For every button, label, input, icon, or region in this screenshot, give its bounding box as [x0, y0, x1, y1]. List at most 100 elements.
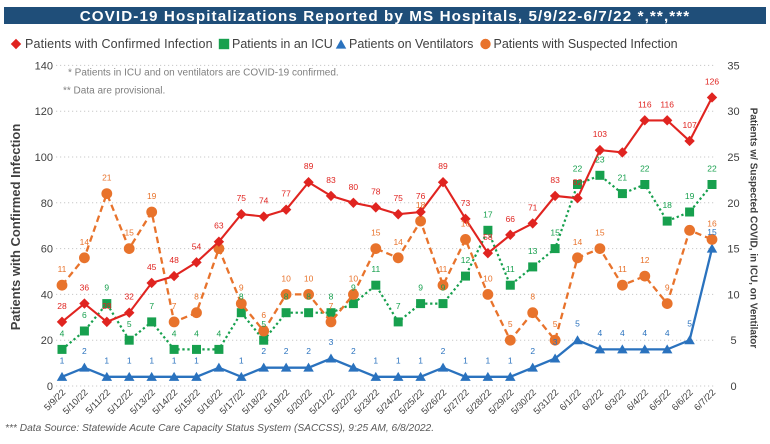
svg-text:22: 22 [640, 164, 650, 174]
svg-text:76: 76 [416, 191, 426, 201]
svg-text:4: 4 [665, 328, 670, 338]
svg-text:30: 30 [727, 106, 739, 118]
svg-text:2: 2 [306, 346, 311, 356]
svg-text:20: 20 [727, 198, 739, 210]
svg-text:0: 0 [47, 381, 53, 393]
svg-text:35: 35 [727, 60, 739, 72]
svg-text:75: 75 [237, 193, 247, 203]
svg-text:89: 89 [438, 161, 448, 171]
svg-text:5: 5 [575, 319, 580, 329]
svg-text:9: 9 [665, 283, 670, 293]
svg-text:21: 21 [618, 173, 628, 183]
svg-text:COVID-19 Hospitalizations Repo: COVID-19 Hospitalizations Reported by MS… [80, 8, 691, 25]
svg-text:83: 83 [550, 175, 560, 185]
svg-text:8: 8 [284, 292, 289, 302]
svg-text:4: 4 [60, 328, 65, 338]
svg-text:11: 11 [506, 264, 515, 274]
svg-text:7: 7 [329, 301, 334, 311]
svg-text:1: 1 [172, 355, 177, 365]
svg-text:12: 12 [640, 255, 650, 265]
svg-text:6: 6 [261, 310, 266, 320]
svg-text:18: 18 [662, 200, 672, 210]
svg-text:2: 2 [530, 346, 535, 356]
svg-text:Patients on Ventilators: Patients on Ventilators [349, 37, 473, 51]
svg-text:Patients with Suspected Infect: Patients with Suspected Infection [494, 37, 678, 51]
svg-text:19: 19 [147, 191, 157, 201]
svg-text:4: 4 [217, 328, 222, 338]
svg-text:2: 2 [284, 346, 289, 356]
svg-text:80: 80 [349, 182, 359, 192]
svg-text:7: 7 [149, 301, 154, 311]
svg-text:66: 66 [506, 214, 516, 224]
svg-text:10: 10 [349, 273, 359, 283]
svg-text:58: 58 [483, 232, 493, 242]
svg-text:60: 60 [41, 244, 53, 256]
svg-text:2: 2 [441, 346, 446, 356]
svg-text:16: 16 [707, 218, 717, 228]
svg-text:8: 8 [329, 292, 334, 302]
svg-text:78: 78 [371, 186, 381, 196]
svg-text:28: 28 [102, 301, 112, 311]
svg-text:77: 77 [281, 189, 291, 199]
svg-text:48: 48 [169, 255, 179, 265]
svg-text:36: 36 [80, 283, 90, 293]
svg-text:0: 0 [730, 381, 736, 393]
svg-text:14: 14 [393, 237, 403, 247]
svg-text:3: 3 [553, 337, 558, 347]
svg-text:20: 20 [41, 335, 53, 347]
svg-text:80: 80 [41, 198, 53, 210]
svg-text:19: 19 [685, 191, 695, 201]
svg-text:14: 14 [573, 237, 583, 247]
svg-text:8: 8 [194, 292, 199, 302]
svg-text:4: 4 [598, 328, 603, 338]
svg-text:Patients in an ICU: Patients in an ICU [232, 37, 333, 51]
svg-text:21: 21 [102, 173, 112, 183]
svg-text:5: 5 [127, 319, 132, 329]
svg-text:1: 1 [149, 355, 154, 365]
svg-text:74: 74 [259, 196, 269, 206]
svg-text:71: 71 [528, 202, 538, 212]
svg-text:11: 11 [618, 264, 627, 274]
svg-text:11: 11 [58, 264, 67, 274]
svg-text:13: 13 [528, 246, 538, 256]
svg-text:2: 2 [261, 346, 266, 356]
svg-text:14: 14 [80, 237, 90, 247]
svg-text:73: 73 [461, 198, 471, 208]
svg-text:6: 6 [82, 310, 87, 320]
svg-text:18: 18 [416, 200, 426, 210]
svg-text:45: 45 [147, 262, 157, 272]
svg-text:17: 17 [483, 209, 493, 219]
svg-text:4: 4 [194, 328, 199, 338]
svg-text:89: 89 [304, 161, 314, 171]
svg-text:5: 5 [687, 319, 692, 329]
svg-text:1: 1 [239, 355, 244, 365]
svg-text:1: 1 [396, 355, 401, 365]
svg-text:103: 103 [593, 129, 607, 139]
svg-text:15: 15 [550, 228, 560, 238]
svg-text:5: 5 [730, 335, 736, 347]
svg-text:** Data are provisional.: ** Data are provisional. [63, 86, 165, 97]
svg-text:9: 9 [239, 283, 244, 293]
svg-text:28: 28 [57, 301, 67, 311]
svg-text:5: 5 [553, 319, 558, 329]
svg-text:107: 107 [683, 120, 697, 130]
svg-text:Patients w/ Suspected COVID, i: Patients w/ Suspected COVID, in ICU, on … [748, 108, 759, 349]
svg-text:10: 10 [727, 289, 739, 301]
svg-text:5: 5 [508, 319, 513, 329]
svg-text:1: 1 [104, 355, 109, 365]
svg-text:10: 10 [281, 273, 291, 283]
svg-text:4: 4 [642, 328, 647, 338]
svg-text:Patients with Confirmed Infect: Patients with Confirmed Infection [8, 124, 23, 331]
svg-text:* Patients in ICU and on venti: * Patients in ICU and on ventilators are… [68, 68, 339, 79]
svg-text:10: 10 [483, 273, 493, 283]
svg-text:9: 9 [351, 283, 356, 293]
svg-text:15: 15 [371, 228, 381, 238]
svg-text:140: 140 [35, 60, 53, 72]
svg-text:22: 22 [707, 164, 717, 174]
svg-text:1: 1 [463, 355, 468, 365]
svg-text:1: 1 [418, 355, 423, 365]
svg-text:54: 54 [192, 241, 202, 251]
svg-text:32: 32 [124, 292, 134, 302]
svg-text:25: 25 [727, 152, 739, 164]
svg-text:1: 1 [373, 355, 378, 365]
